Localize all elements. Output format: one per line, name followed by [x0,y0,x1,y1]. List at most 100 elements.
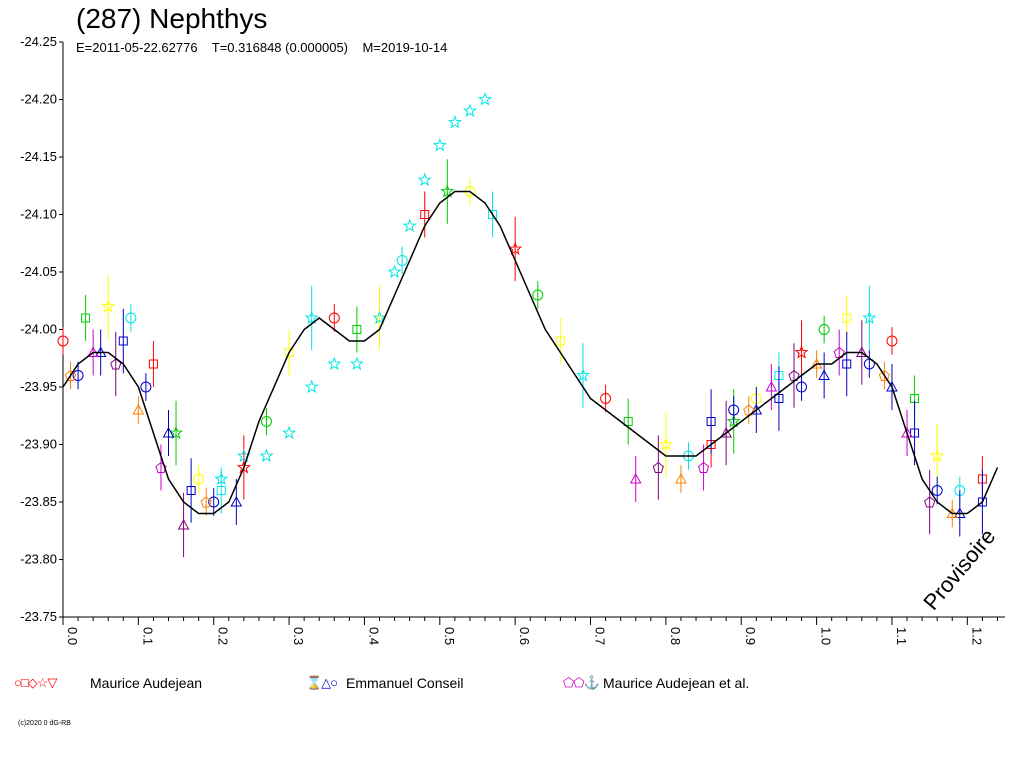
data-point [372,310,387,325]
data-point [931,485,943,496]
data-point [440,184,455,198]
data-point [697,461,710,473]
x-tick-label: 0.6 [517,627,532,645]
data-point [155,461,167,473]
y-tick-label: -23.90 [20,437,57,452]
legend-label-conseil: Emmanuel Conseil [346,675,464,691]
data-point [328,312,340,324]
y-tick-label: -23.75 [20,609,57,624]
legend-label-audejean: Maurice Audejean [90,675,203,691]
data-point [162,426,175,438]
data-point [193,473,205,485]
data-point [81,313,91,323]
data-point [177,518,190,530]
data-point [924,496,936,508]
y-tick-label: -24.20 [20,92,57,107]
data-point [186,486,196,495]
y-tick-label: -23.80 [20,552,57,567]
x-tick-label: 0.9 [743,627,758,645]
data-point [200,496,212,508]
data-point [214,471,229,486]
y-tick-label: -24.15 [20,149,57,164]
copyright-note: (c)2020 0 dG-RB [18,720,71,727]
data-point [706,417,716,426]
legend-marks-conseil: ⌛△○ [306,675,338,690]
x-tick-label: 0.4 [366,627,381,645]
data-point [101,299,116,313]
data-point [57,335,69,347]
data-point [675,472,687,484]
data-point [216,486,226,495]
data-point [532,289,544,301]
x-tick-label: 0.8 [668,627,683,645]
data-point [774,394,784,403]
data-point [432,138,447,152]
data-point [575,368,591,382]
data-point [402,218,417,233]
legend-marks-audejean-etal: ⬠⬠⚓ [563,675,600,690]
legend-label-audejean-etal: Maurice Audejean et al. [603,675,750,691]
x-tick-label: 0.1 [140,627,155,645]
x-tick-label: 1.1 [894,627,909,645]
data-point [488,210,498,219]
data-point [396,255,408,266]
data-point [600,393,612,404]
x-tick-label: 0.5 [442,627,457,645]
data-point [462,103,478,118]
data-point [420,210,430,219]
data-point [623,417,633,426]
chart-subtitle: E=2011-05-22.62776 T=0.316848 (0.000005)… [76,40,448,55]
data-point [387,264,402,279]
x-tick-label: 0.0 [65,627,80,645]
data-point [260,416,272,427]
data-point [765,380,778,392]
data-point [726,414,741,428]
data-point [236,460,251,474]
data-point [72,370,84,381]
x-tick-label: 0.2 [216,627,231,645]
data-point [64,369,77,381]
y-tick-label: -24.00 [20,322,57,337]
y-tick-label: -24.05 [20,264,57,279]
y-tick-label: -23.85 [20,494,57,509]
x-tick-label: 0.3 [291,627,306,645]
data-point [477,92,493,106]
data-point [304,310,319,325]
data-point [125,312,137,324]
data-point [842,359,852,369]
data-point [629,472,642,484]
data-point [658,437,673,451]
legend-marks-audejean: ○□◇☆▽ [14,675,57,690]
data-point [794,345,809,359]
data-point [977,497,987,507]
data-point [910,428,920,438]
data-point [818,324,830,335]
x-tick-label: 1.0 [819,627,834,645]
data-point [304,379,319,394]
data-point [796,381,808,393]
data-point [728,404,740,416]
data-point [282,425,297,440]
data-point [886,380,898,392]
data-point [555,336,565,346]
data-point [720,426,733,438]
data-point [168,425,184,440]
data-point [352,325,362,334]
data-point [878,369,891,381]
data-point [140,381,152,393]
fit-curve [62,190,999,515]
data-point [901,426,913,438]
data-point [132,403,145,415]
data-point [417,172,432,187]
x-tick-label: 1.2 [969,627,984,645]
y-tick-label: -23.95 [20,379,57,394]
data-point [652,461,664,473]
data-point [284,348,294,357]
data-point [148,359,158,369]
data-point [118,336,128,346]
x-tick-label: 0.7 [593,627,608,645]
data-point [349,356,364,371]
data-point [842,313,852,323]
data-point [447,115,462,129]
